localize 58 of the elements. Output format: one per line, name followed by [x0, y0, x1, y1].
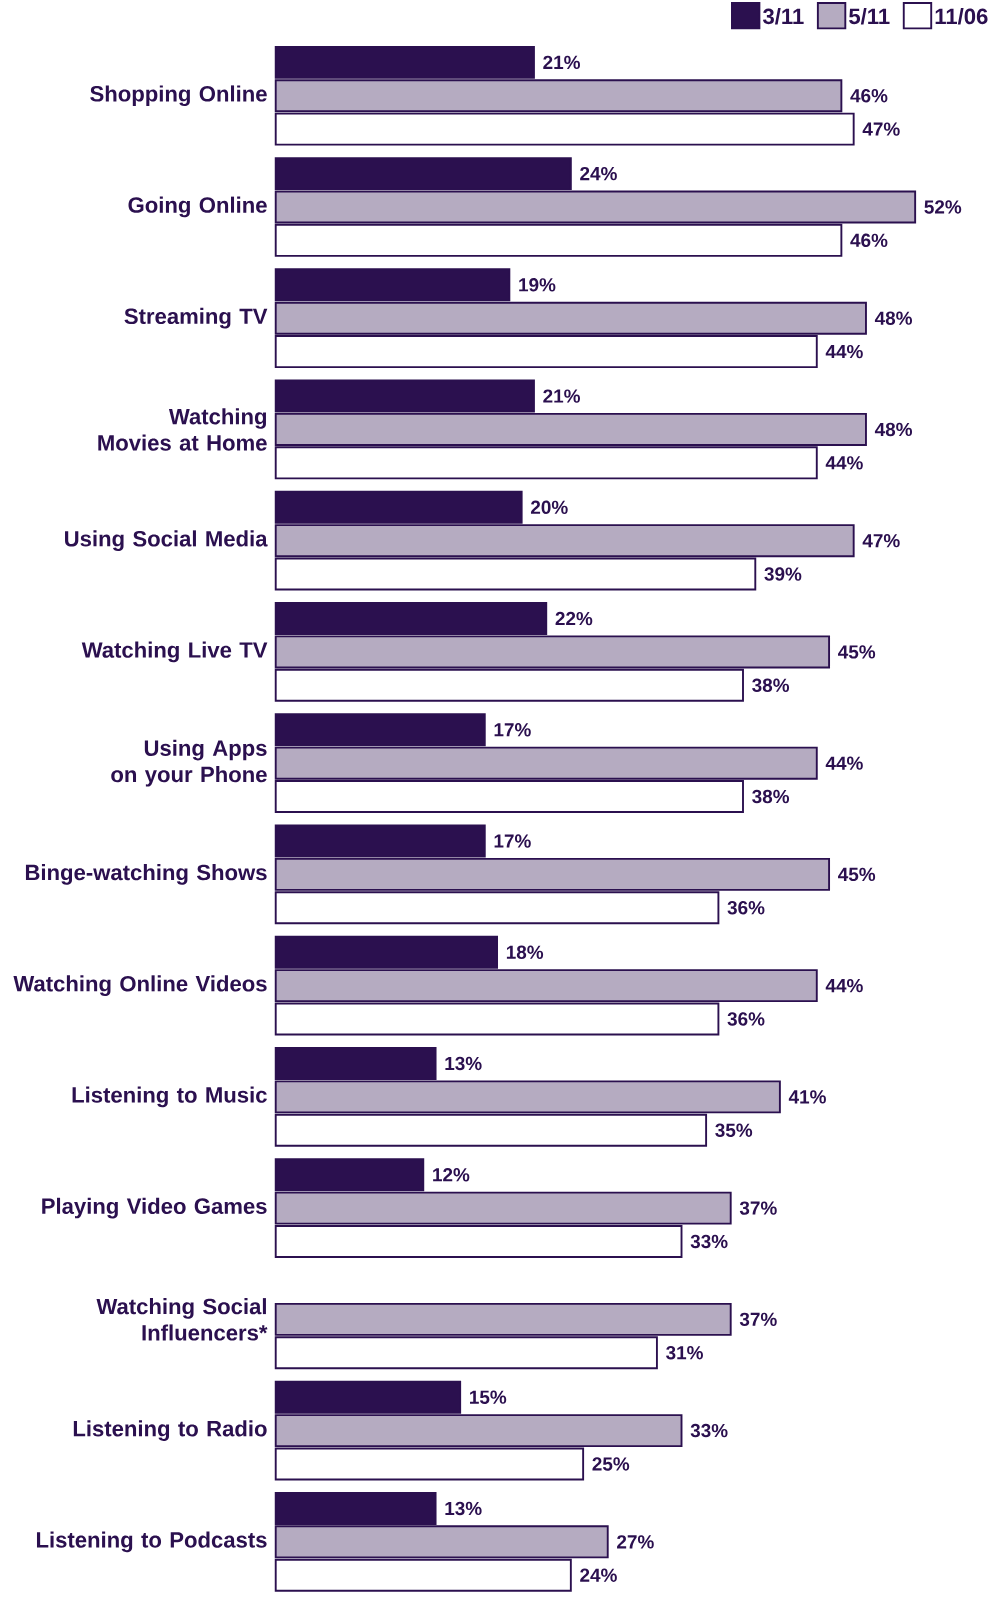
- data-label: 21%: [543, 55, 581, 70]
- y-tick-label: Watching Live TV: [81, 641, 268, 663]
- data-label: 46%: [850, 233, 888, 248]
- data-label: 19%: [519, 278, 556, 292]
- data-label: 38%: [752, 789, 790, 804]
- y-tick-label: Using Apps on your Phone: [111, 739, 267, 787]
- legend-label: 11/06: [935, 7, 988, 25]
- data-label: 36%: [727, 1012, 765, 1026]
- y-tick-label: Streaming TV: [124, 307, 268, 329]
- data-label: 33%: [690, 1234, 728, 1249]
- data-label: 20%: [531, 500, 568, 515]
- data-label: 38%: [752, 678, 790, 693]
- data-label: 17%: [494, 723, 532, 737]
- legend-label: 3/11: [763, 7, 804, 25]
- data-label: 25%: [592, 1457, 630, 1471]
- data-label: 15%: [470, 1390, 507, 1404]
- data-label: 33%: [690, 1423, 728, 1438]
- data-label: 47%: [862, 122, 900, 136]
- y-tick-label: Watching Movies at Home: [98, 408, 267, 451]
- data-label: 27%: [617, 1535, 654, 1549]
- legend-label: 5/11: [849, 7, 890, 25]
- data-label: 45%: [838, 645, 876, 659]
- y-tick-label: Listening to Music: [72, 1086, 268, 1108]
- data-label: 22%: [555, 611, 593, 626]
- data-label: 41%: [789, 1090, 827, 1104]
- data-label: 13%: [445, 1501, 482, 1516]
- y-tick-label: Playing Video Games: [42, 1197, 267, 1219]
- data-label: 47%: [862, 534, 900, 548]
- data-label: 37%: [739, 1201, 777, 1215]
- y-tick-label: Binge-watching Shows: [26, 864, 267, 885]
- y-tick-label: Watching Online Videos: [13, 975, 267, 996]
- data-label: 48%: [875, 422, 913, 437]
- data-label: 18%: [507, 945, 544, 959]
- data-label: 44%: [825, 756, 864, 770]
- data-label: 44%: [825, 344, 864, 359]
- data-label: 39%: [764, 567, 802, 581]
- data-label: 48%: [875, 311, 913, 325]
- data-label: 44%: [825, 456, 864, 470]
- data-label: 52%: [924, 200, 962, 214]
- data-label: 31%: [666, 1346, 704, 1360]
- y-tick-label: Shopping Online: [90, 85, 267, 107]
- data-label: 24%: [580, 1568, 618, 1582]
- data-label: 13%: [445, 1056, 482, 1071]
- data-label: 45%: [838, 867, 876, 882]
- data-label: 17%: [494, 834, 532, 848]
- data-label: 44%: [825, 978, 864, 993]
- y-tick-label: Using Social Media: [65, 530, 268, 552]
- y-tick-label: Listening to Podcasts: [37, 1531, 267, 1553]
- data-label: 35%: [715, 1123, 753, 1137]
- y-tick-label: Going Online: [128, 196, 267, 218]
- data-label: 12%: [433, 1168, 470, 1182]
- data-label: 37%: [739, 1312, 777, 1327]
- y-tick-label: Watching Social Influencers*: [96, 1298, 268, 1341]
- data-label: 36%: [727, 901, 765, 915]
- data-label: 24%: [580, 166, 618, 181]
- data-label: 46%: [850, 89, 888, 103]
- y-tick-label: Listening to Radio: [74, 1420, 267, 1441]
- data-label: 21%: [543, 389, 581, 403]
